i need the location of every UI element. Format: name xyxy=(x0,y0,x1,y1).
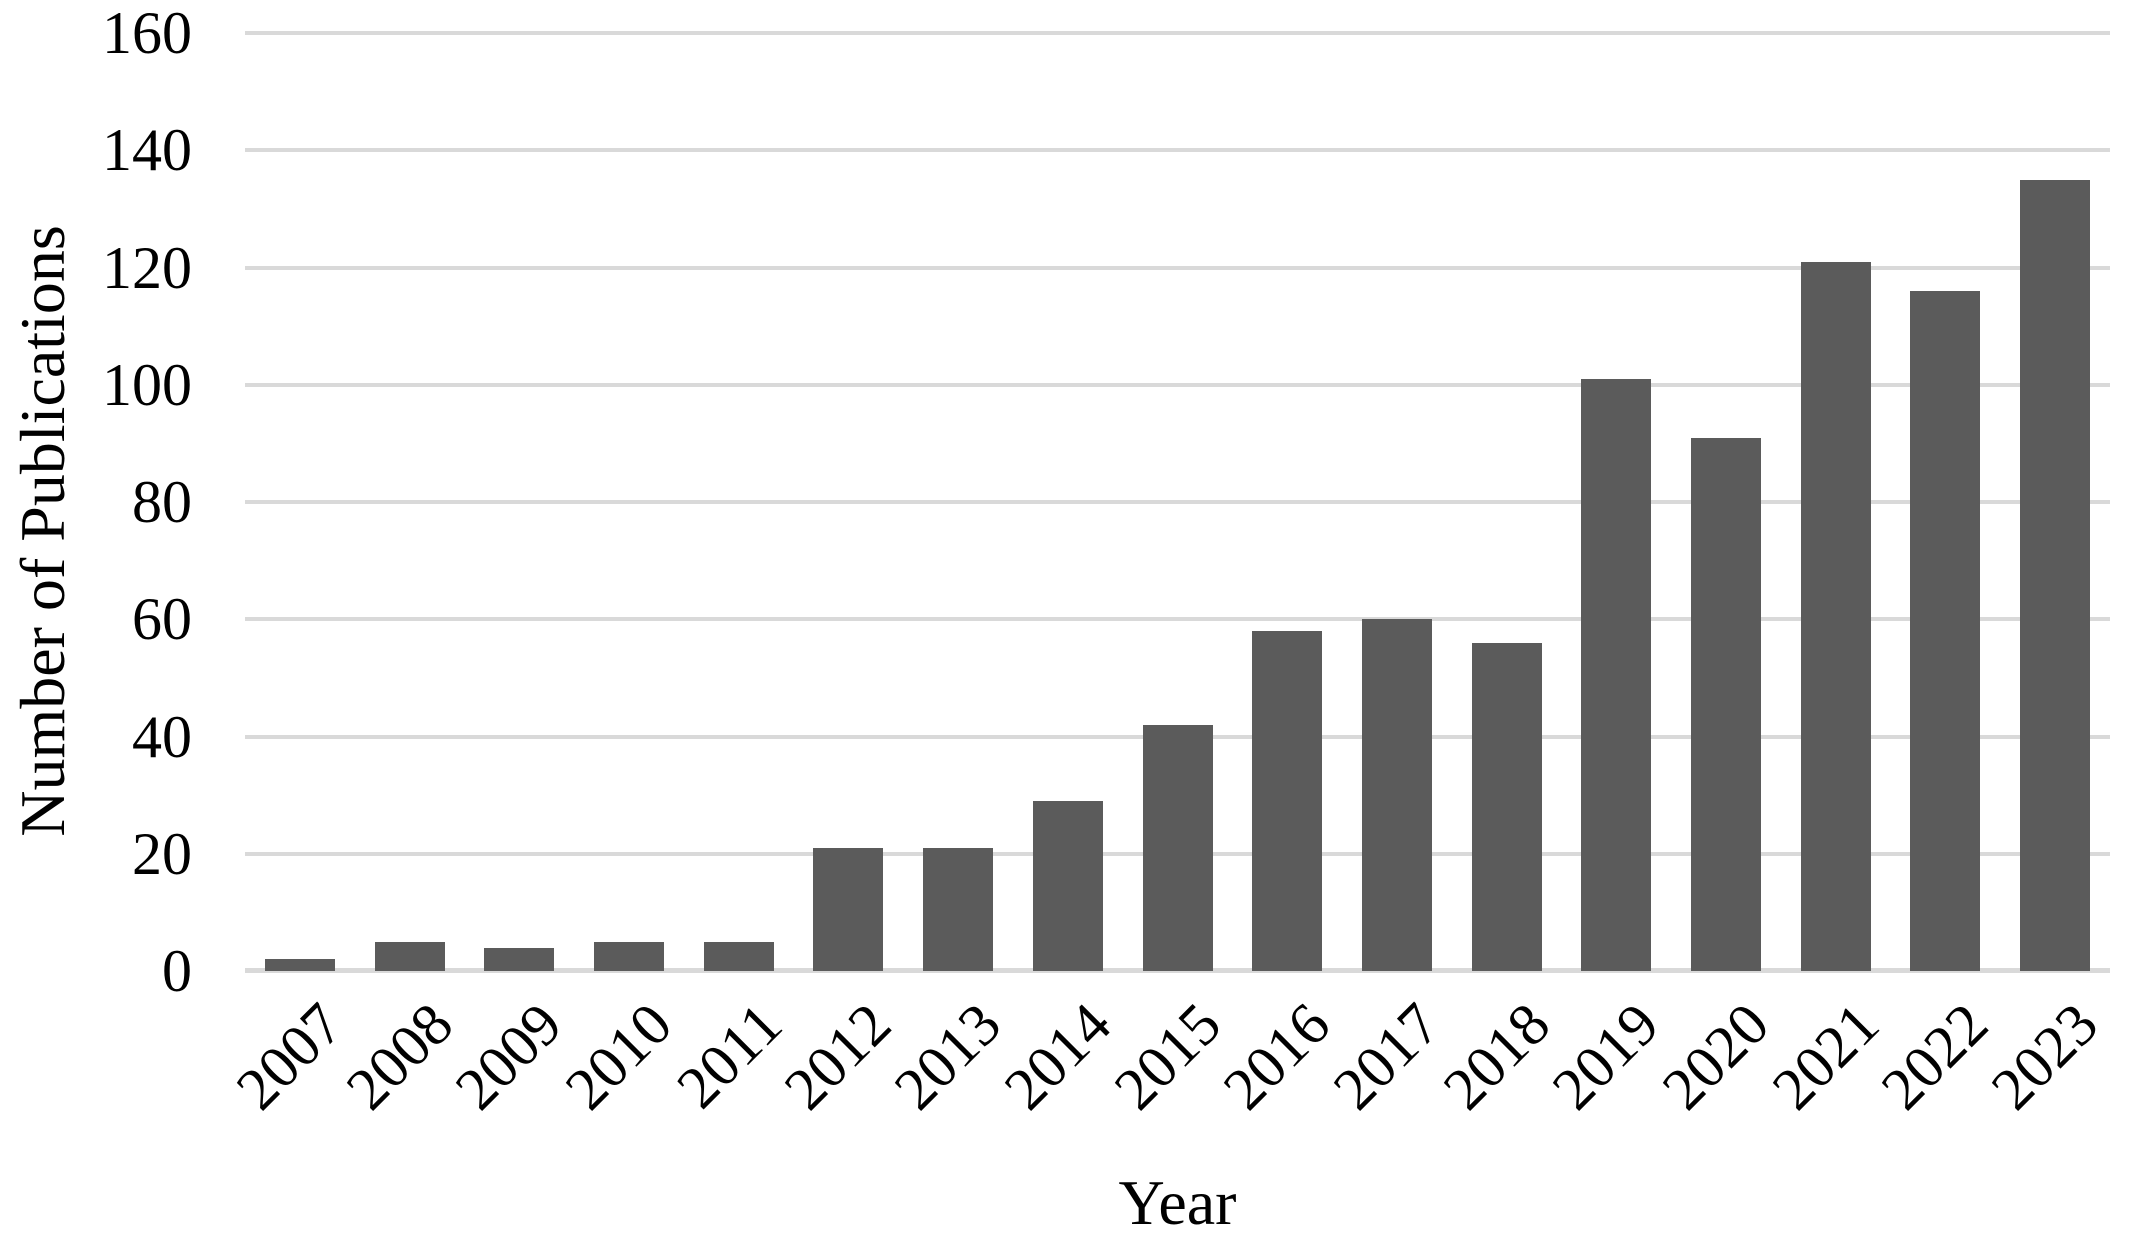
y-tick-label-100: 100 xyxy=(102,351,192,418)
y-tick-label-20: 20 xyxy=(132,820,192,887)
gridline-y-60 xyxy=(245,617,2110,622)
x-tick-label-2020: 2020 xyxy=(1649,990,1782,1123)
bar-2014 xyxy=(1032,801,1103,971)
y-tick-label-120: 120 xyxy=(102,234,192,301)
y-tick-label-160: 160 xyxy=(102,0,192,66)
y-tick-label-80: 80 xyxy=(132,469,192,535)
y-tick-label-40: 40 xyxy=(132,703,192,770)
gridline-y-140 xyxy=(245,148,2110,153)
bar-2018 xyxy=(1471,642,1542,971)
bar-2019 xyxy=(1581,378,1652,971)
bar-2012 xyxy=(813,847,884,971)
y-tick-label-140: 140 xyxy=(102,117,192,184)
x-tick-label-2013: 2013 xyxy=(881,990,1014,1123)
x-tick-label-2007: 2007 xyxy=(223,990,356,1123)
bar-2023 xyxy=(2020,179,2091,971)
bar-2015 xyxy=(1142,724,1213,971)
x-tick-label-2010: 2010 xyxy=(552,990,685,1123)
bar-2010 xyxy=(593,941,664,971)
bar-2007 xyxy=(264,959,335,971)
bar-2008 xyxy=(374,941,445,971)
x-tick-label-2023: 2023 xyxy=(1978,990,2111,1123)
bar-2022 xyxy=(1910,290,1981,971)
x-tick-label-2008: 2008 xyxy=(333,990,465,1123)
gridline-y-80 xyxy=(245,500,2110,504)
x-tick-label-2018: 2018 xyxy=(1430,990,1562,1123)
gridline-y-100 xyxy=(245,382,2110,387)
bar-2020 xyxy=(1691,437,1762,971)
x-tick-label-2011: 2011 xyxy=(663,990,794,1121)
bar-2013 xyxy=(923,847,994,971)
bar-2021 xyxy=(1800,261,1871,971)
x-tick-label-2016: 2016 xyxy=(1210,990,1343,1123)
x-tick-label-2012: 2012 xyxy=(772,990,904,1123)
plot-area xyxy=(245,31,2110,973)
y-tick-label-0: 0 xyxy=(162,938,192,1004)
x-tick-label-2017: 2017 xyxy=(1320,990,1453,1123)
gridline-y-120 xyxy=(245,265,2110,270)
x-tick-label-2014: 2014 xyxy=(991,990,1124,1123)
x-tick-label-2022: 2022 xyxy=(1869,990,2001,1123)
x-axis-title: Year xyxy=(1118,1167,1237,1238)
x-tick-label-2021: 2021 xyxy=(1759,990,1891,1123)
bar-2009 xyxy=(484,947,555,971)
gridline-y-160 xyxy=(245,31,2110,35)
bar-2017 xyxy=(1361,619,1432,971)
bar-2011 xyxy=(703,941,774,971)
x-tick-label-2015: 2015 xyxy=(1101,990,1233,1123)
x-tick-label-2009: 2009 xyxy=(442,990,575,1123)
y-tick-label-60: 60 xyxy=(132,586,192,653)
x-tick-label-2019: 2019 xyxy=(1540,990,1672,1123)
bar-2016 xyxy=(1252,630,1323,971)
